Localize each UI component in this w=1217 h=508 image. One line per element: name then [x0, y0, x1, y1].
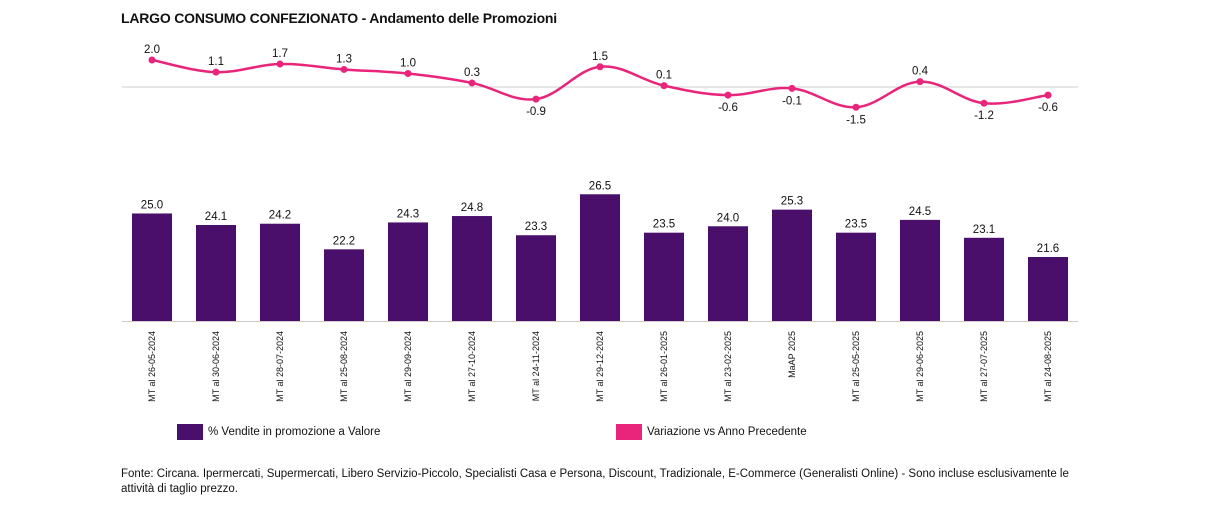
x-tick-label: MT al 25-05-2025: [851, 331, 861, 402]
bar-value-label: 23.1: [973, 224, 995, 236]
x-tick-label: MT al 24-11-2024: [531, 331, 541, 401]
bar-value-label: 24.2: [269, 210, 291, 222]
variation-value-label: -1.5: [846, 114, 866, 126]
x-tick-label: MT al 29-06-2025: [915, 331, 925, 402]
bar-value-label: 21.6: [1037, 243, 1059, 255]
variation-point: [1044, 91, 1052, 99]
bar: [388, 222, 428, 321]
x-tick-label: MT al 27-10-2024: [467, 331, 477, 402]
legend-label-line: Variazione vs Anno Precedente: [647, 426, 807, 438]
bar: [900, 219, 940, 321]
bar: [836, 232, 876, 321]
variation-value-label: 1.0: [400, 58, 416, 70]
bar-value-label: 25.0: [141, 199, 163, 211]
x-axis-labels: MT al 26-05-2024 MT al 30-06-2024 MT al 28…: [147, 331, 1053, 402]
bar-value-label: 25.3: [781, 196, 803, 208]
variation-value-label: -1.2: [974, 110, 994, 122]
variation-point: [148, 56, 156, 64]
variation-point: [852, 103, 860, 111]
variation-value-label: 1.3: [336, 53, 352, 65]
variation-point: [340, 65, 348, 73]
variation-point: [660, 82, 668, 90]
variation-value-label: -0.6: [1038, 102, 1058, 114]
x-tick-label: MT al 25-08-2024: [339, 331, 349, 402]
bar-value-label: 24.0: [717, 212, 739, 224]
bar: [964, 237, 1004, 321]
legend-item-bars: % Vendite in promozione a Valore: [177, 424, 380, 440]
source-note: Fonte: Circana. Ipermercati, Supermercat…: [121, 468, 1069, 495]
bar: [772, 209, 812, 321]
bar-value-label: 26.5: [589, 180, 611, 192]
variation-value-label: 1.5: [592, 51, 608, 63]
legend-swatch-line: [616, 424, 642, 440]
bar: [580, 194, 620, 321]
bar: [132, 213, 172, 321]
x-tick-label: MT al 26-05-2024: [147, 331, 157, 402]
bar-value-label: 23.5: [845, 219, 867, 231]
x-tick-label: MT al 24-08-2025: [1043, 331, 1053, 402]
x-tick-label: MT al 29-12-2024: [595, 331, 605, 402]
variation-value-label: 0.4: [912, 66, 929, 78]
variation-point: [596, 63, 604, 71]
variation-value-label: 1.7: [272, 48, 288, 60]
bar: [452, 216, 492, 321]
variation-point: [532, 95, 540, 103]
bar-value-label: 22.2: [333, 235, 355, 247]
variation-value-label: 0.1: [656, 70, 672, 82]
x-tick-label: MT al 23-02-2025: [723, 331, 733, 402]
legend-swatch-bars: [177, 424, 203, 440]
variation-point: [724, 91, 732, 99]
variation-value-label: 0.3: [464, 67, 480, 79]
variation-point: [916, 78, 924, 86]
bar-value-label: 24.1: [205, 211, 227, 223]
variation-point: [788, 84, 796, 92]
bar-value-label: 24.5: [909, 206, 931, 218]
bar: [1028, 257, 1068, 321]
bar: [708, 226, 748, 321]
x-tick-label: MT al 30-06-2024: [211, 331, 221, 402]
bar: [324, 249, 364, 321]
bar-value-label: 23.3: [525, 221, 547, 233]
variation-point: [212, 68, 220, 76]
variation-value-label: 1.1: [208, 56, 224, 68]
bar-value-label: 23.5: [653, 219, 675, 231]
legend-label-bars: % Vendite in promozione a Valore: [208, 426, 381, 438]
variation-point: [980, 99, 988, 107]
chart-title: LARGO CONSUMO CONFEZIONATO - Andamento d…: [121, 10, 557, 26]
variation-point: [276, 60, 284, 68]
x-tick-label: MaAP 2025: [787, 331, 797, 378]
x-tick-label: MT al 26-01-2025: [659, 331, 669, 402]
legend-item-line: Variazione vs Anno Precedente: [616, 424, 807, 440]
variation-value-label: -0.1: [782, 95, 802, 107]
x-tick-label: MT al 28-07-2024: [275, 331, 285, 402]
x-tick-label: MT al 27-07-2025: [979, 331, 989, 402]
bar-value-label: 24.3: [397, 208, 419, 220]
bar: [516, 235, 556, 321]
variation-value-label: 2.0: [144, 44, 160, 56]
bar-layer: 25.0 24.1 24.2 22.2 24.3 24.8 23.3 26.5 23.5 24.0…: [122, 180, 1078, 322]
bar: [260, 223, 300, 321]
bar: [644, 232, 684, 321]
variation-line-layer: 2.0 1.1 1.7 1.3 1.0 0.3 -0.9 1.5 0.1 -0.6 -0.1 -1.5…: [122, 44, 1078, 126]
bar-value-label: 24.8: [461, 202, 483, 214]
bar: [196, 225, 236, 321]
variation-value-label: -0.6: [718, 102, 738, 114]
variation-point: [468, 79, 476, 87]
x-tick-label: MT al 29-09-2024: [403, 331, 413, 402]
variation-point: [404, 70, 412, 77]
variation-value-label: -0.9: [526, 106, 546, 118]
